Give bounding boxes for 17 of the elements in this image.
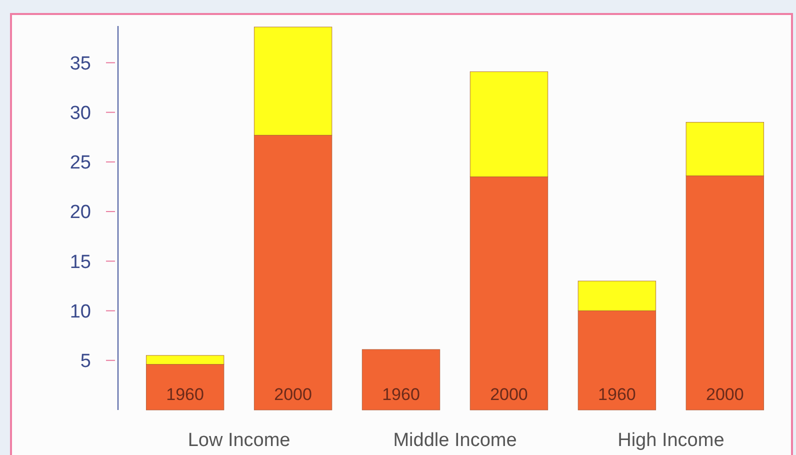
text: Middle Income — [393, 430, 517, 451]
y-tick-label: 35 — [70, 53, 91, 74]
bar — [362, 349, 440, 410]
y-tick-label: 10 — [70, 301, 91, 322]
x-tick-label: 2000 — [490, 385, 528, 404]
x-tick-label: 1960 — [166, 385, 204, 404]
text: High Income — [618, 430, 724, 451]
y-tick-label: 15 — [70, 252, 91, 273]
y-tick-label: 25 — [70, 152, 91, 174]
x-tick-label: 2000 — [274, 385, 312, 404]
x-tick-label: 1960 — [382, 385, 420, 404]
y-tick-label: 20 — [70, 202, 91, 224]
x-tick-label: 2000 — [706, 385, 744, 404]
y-tick-label: 30 — [70, 102, 91, 124]
x-tick-label: 1960 — [598, 385, 636, 404]
y-tick-label: 5 — [80, 351, 91, 372]
text: Low Income — [188, 430, 290, 451]
